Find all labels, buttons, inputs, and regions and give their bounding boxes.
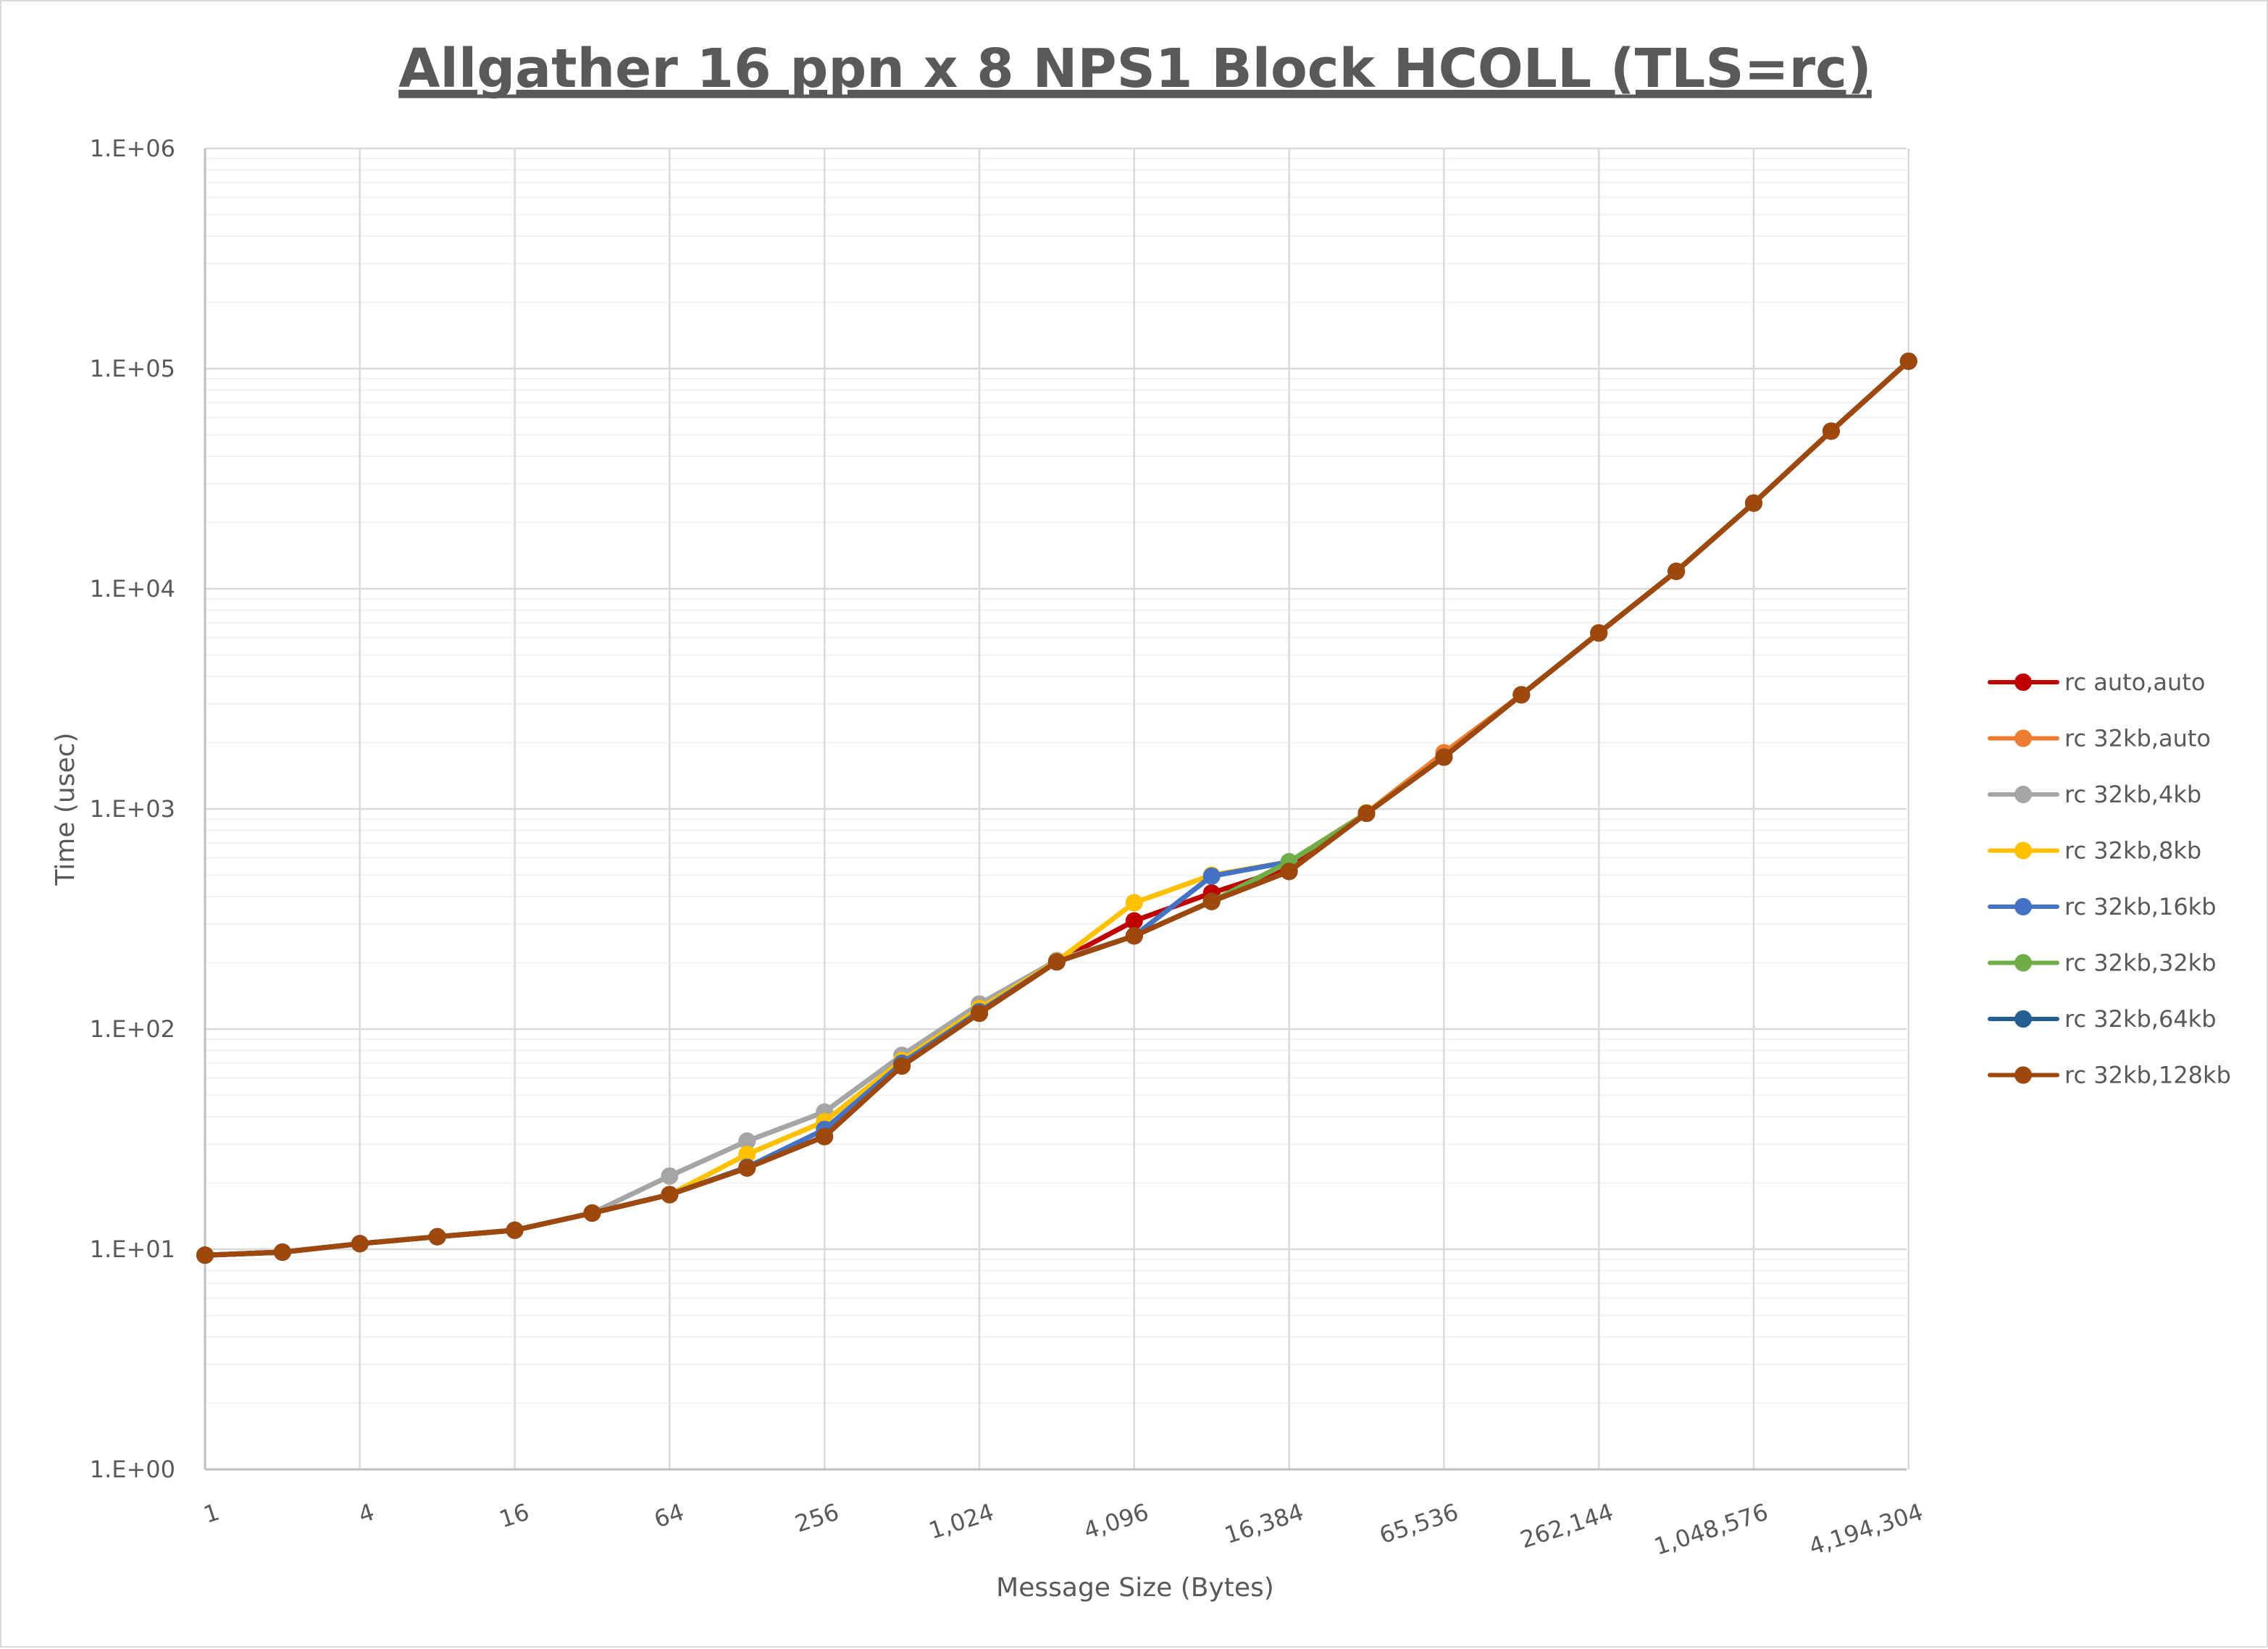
legend-item: rc 32kb,64kb [1988, 1005, 2217, 1033]
data-point-marker [661, 1186, 679, 1204]
legend: rc auto,auto rc 32kb,auto rc 32kb,4kb rc 32… [1988, 668, 2231, 1089]
data-point-marker [816, 1128, 834, 1146]
legend-label: rc 32kb,32kb [2064, 949, 2217, 977]
data-point-marker [1125, 927, 1143, 945]
data-point-marker [1745, 494, 1762, 512]
y-axis-title: Time (usec) [51, 732, 80, 886]
legend-dot-icon [2014, 898, 2032, 915]
legend-item: rc 32kb,16kb [1988, 893, 2217, 920]
data-point-marker [1899, 352, 1917, 370]
y-tick-label: 1.E+06 [90, 135, 175, 162]
x-axis-title: Message Size (Bytes) [996, 1573, 1274, 1603]
y-tick-label: 1.E+00 [90, 1456, 175, 1483]
data-point-marker [1202, 892, 1221, 910]
data-point-marker [1047, 953, 1066, 971]
data-point-marker [196, 1246, 214, 1264]
legend-dot-icon [2014, 1066, 2032, 1084]
x-tick-label: 16 [496, 1498, 532, 1533]
y-tick-label: 1.E+03 [90, 795, 175, 823]
x-tick-label: 4,096 [1080, 1498, 1152, 1544]
legend-item: rc 32kb,8kb [1988, 837, 2201, 865]
data-point-marker [1280, 863, 1298, 881]
legend-label: rc 32kb,4kb [2064, 781, 2201, 808]
legend-item: rc 32kb,auto [1988, 725, 2211, 752]
x-tick-label: 256 [792, 1498, 842, 1537]
data-point-marker [738, 1132, 756, 1150]
data-point-marker [893, 1057, 911, 1075]
x-tick-label: 1,048,576 [1651, 1498, 1772, 1560]
data-point-marker [1125, 894, 1143, 912]
x-tick-label: 1,024 [926, 1498, 997, 1544]
x-tick-label: 65,536 [1376, 1498, 1462, 1549]
y-axis-tick-labels: 1.E+00 1.E+01 1.E+02 1.E+03 1.E+04 1.E+05 1.E+… [90, 135, 175, 1483]
legend-dot-icon [2014, 729, 2032, 747]
data-point-marker [1435, 748, 1453, 766]
y-tick-label: 1.E+01 [90, 1235, 175, 1263]
data-point-marker [1667, 562, 1686, 580]
data-point-marker [273, 1243, 291, 1262]
legend-dot-icon [2014, 674, 2032, 691]
legend-dot-icon [2014, 1010, 2032, 1028]
data-point-marker [738, 1145, 756, 1163]
legend-label: rc auto,auto [2064, 668, 2205, 696]
x-tick-label: 4 [355, 1498, 377, 1528]
legend-dot-icon [2014, 786, 2032, 803]
legend-label: rc 32kb,16kb [2064, 893, 2217, 920]
data-point-marker [1512, 686, 1531, 704]
legend-dot-icon [2014, 842, 2032, 860]
legend-label: rc 32kb,8kb [2064, 837, 2201, 865]
x-tick-label: 16,384 [1221, 1498, 1307, 1549]
legend-label: rc 32kb,auto [2064, 725, 2211, 752]
data-point-marker [1357, 805, 1376, 823]
data-point-marker [661, 1167, 679, 1185]
data-series [196, 352, 1917, 1264]
legend-dot-icon [2014, 954, 2032, 972]
data-point-marker [428, 1228, 446, 1246]
major-gridlines [204, 147, 1910, 1471]
legend-item: rc 32kb,128kb [1988, 1062, 2231, 1089]
y-tick-label: 1.E+04 [90, 575, 175, 603]
legend-item: rc 32kb,4kb [1988, 781, 2201, 808]
chart-title: Allgather 16 ppn x 8 NPS1 Block HCOLL (T… [398, 38, 1872, 100]
x-tick-label: 262,144 [1517, 1498, 1617, 1553]
series-rc-32kb-128kb [196, 352, 1917, 1264]
x-tick-label: 1 [200, 1498, 222, 1528]
data-point-marker [1590, 624, 1608, 642]
x-axis-tick-labels: 1 4 16 64 256 1,024 4,096 16,384 65,536 262,144 1,… [200, 1498, 1926, 1560]
data-point-marker [351, 1235, 369, 1253]
legend-item: rc 32kb,32kb [1988, 949, 2217, 977]
y-tick-label: 1.E+05 [90, 355, 175, 382]
x-tick-label: 64 [650, 1498, 687, 1533]
data-point-marker [1202, 867, 1221, 885]
data-point-marker [1822, 422, 1840, 440]
data-point-marker [1125, 912, 1143, 930]
x-tick-label: 4,194,304 [1806, 1498, 1927, 1560]
data-point-marker [506, 1221, 524, 1239]
data-point-marker [738, 1159, 756, 1177]
minor-gridlines [205, 157, 1907, 1404]
legend-label: rc 32kb,128kb [2064, 1062, 2231, 1089]
legend-label: rc 32kb,64kb [2064, 1005, 2217, 1033]
legend-item: rc auto,auto [1988, 668, 2205, 696]
data-point-marker [583, 1204, 601, 1222]
y-tick-label: 1.E+02 [90, 1015, 175, 1043]
data-point-marker [971, 1004, 988, 1023]
